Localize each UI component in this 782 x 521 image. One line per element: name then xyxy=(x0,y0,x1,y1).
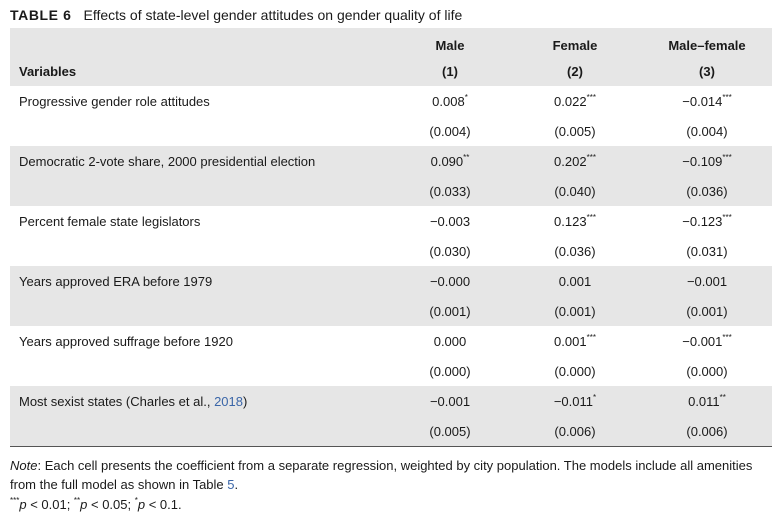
se-cell: (0.005) xyxy=(554,124,596,139)
se-cell: (0.004) xyxy=(429,124,471,139)
coef-cell: 0.123*** xyxy=(554,212,596,229)
table-header: Male Female Male–female Variables (1) (2… xyxy=(10,28,772,86)
table-title: Effects of state-level gender attitudes … xyxy=(83,7,463,23)
row-label: Democratic 2-vote share, 2000 presidenti… xyxy=(19,154,316,169)
column-number-2: (2) xyxy=(567,64,583,79)
coef-cell: 0.001*** xyxy=(554,332,596,349)
coef-cell: −0.001 xyxy=(429,394,471,409)
note-label: Note xyxy=(10,458,38,473)
row-label: Progressive gender role attitudes xyxy=(19,94,210,109)
coef-cell: −0.014*** xyxy=(682,92,732,109)
coef-cell: −0.003 xyxy=(429,214,471,229)
coef-cell: 0.022*** xyxy=(554,92,596,109)
coef-cell: −0.001*** xyxy=(682,332,732,349)
se-cell: (0.030) xyxy=(429,244,471,259)
se-cell: (0.006) xyxy=(554,424,596,439)
table-reference-link[interactable]: 5 xyxy=(227,477,235,492)
se-cell: (0.040) xyxy=(554,184,596,199)
coef-cell: 0.202*** xyxy=(554,152,596,169)
table-row: Years approved ERA before 1979 −0.000 0.… xyxy=(10,266,772,326)
citation-link[interactable]: 2018 xyxy=(214,394,243,409)
se-cell: (0.000) xyxy=(554,364,596,379)
variables-header: Variables xyxy=(19,64,77,79)
coef-cell: 0.008* xyxy=(432,92,468,109)
coef-cell: 0.090** xyxy=(430,152,470,169)
coef-cell: 0.011** xyxy=(688,392,726,409)
se-cell: (0.000) xyxy=(429,364,471,379)
table-caption: TABLE 6 Effects of state-level gender att… xyxy=(10,6,462,24)
coef-cell: −0.011* xyxy=(553,392,597,409)
table-row: Progressive gender role attitudes 0.008*… xyxy=(10,86,772,146)
se-cell: (0.001) xyxy=(429,304,471,319)
column-number-1: (1) xyxy=(442,64,458,79)
table-row: Years approved suffrage before 1920 0.00… xyxy=(10,326,772,386)
se-cell: (0.004) xyxy=(686,124,728,139)
se-cell: (0.036) xyxy=(686,184,728,199)
se-cell: (0.036) xyxy=(554,244,596,259)
table-note: Note: Each cell presents the coefficient… xyxy=(10,458,753,492)
table-number: TABLE 6 xyxy=(10,7,72,23)
coef-cell: 0.001 xyxy=(558,274,592,289)
se-cell: (0.006) xyxy=(686,424,728,439)
se-cell: (0.001) xyxy=(686,304,728,319)
se-cell: (0.031) xyxy=(686,244,728,259)
column-number-3: (3) xyxy=(699,64,715,79)
coef-cell: −0.000 xyxy=(429,274,471,289)
regression-table: Male Female Male–female Variables (1) (2… xyxy=(10,28,772,447)
column-header-male: Male xyxy=(435,38,465,53)
table-row: Most sexist states (Charles et al., 2018… xyxy=(10,386,772,446)
table-bottom-rule xyxy=(10,446,772,447)
row-label: Years approved suffrage before 1920 xyxy=(19,334,233,349)
coef-cell: −0.109*** xyxy=(682,152,732,169)
se-cell: (0.033) xyxy=(429,184,471,199)
row-label: Years approved ERA before 1979 xyxy=(19,274,213,289)
row-label: Most sexist states (Charles et al., 2018… xyxy=(19,394,248,409)
note-text: : Each cell presents the coefficient fro… xyxy=(10,458,753,492)
table-body: Progressive gender role attitudes 0.008*… xyxy=(10,86,772,446)
column-header-female: Female xyxy=(552,38,598,53)
se-cell: (0.001) xyxy=(554,304,596,319)
significance-legend: ***p < 0.01; **p < 0.05; *p < 0.1. xyxy=(10,495,182,512)
coef-cell: 0.000 xyxy=(433,334,467,349)
column-header-male-female: Male–female xyxy=(668,38,746,53)
se-cell: (0.005) xyxy=(429,424,471,439)
row-label: Percent female state legislators xyxy=(19,214,201,229)
table-row: Democratic 2-vote share, 2000 presidenti… xyxy=(10,146,772,206)
table-row: Percent female state legislators −0.003 … xyxy=(10,206,772,266)
coef-cell: −0.001 xyxy=(686,274,728,289)
se-cell: (0.000) xyxy=(686,364,728,379)
coef-cell: −0.123*** xyxy=(682,212,732,229)
